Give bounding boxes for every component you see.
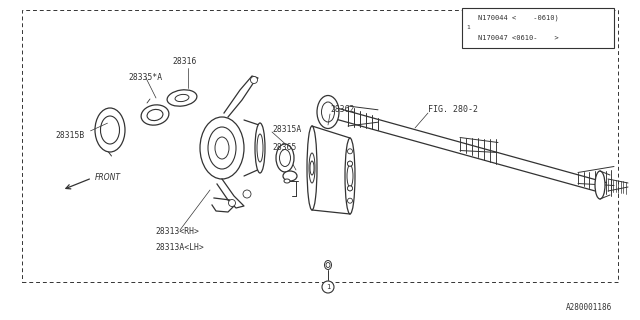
Ellipse shape: [310, 161, 314, 175]
Circle shape: [228, 199, 236, 206]
Circle shape: [348, 198, 353, 203]
Ellipse shape: [321, 102, 335, 122]
Ellipse shape: [255, 123, 265, 173]
Text: N170047 <0610-    >: N170047 <0610- >: [478, 35, 559, 41]
Ellipse shape: [175, 94, 189, 102]
Text: 28313A<LH>: 28313A<LH>: [155, 244, 204, 252]
Circle shape: [348, 161, 353, 166]
Ellipse shape: [280, 149, 291, 166]
Bar: [462, 8, 614, 48]
Ellipse shape: [141, 105, 169, 125]
Text: 1: 1: [467, 26, 470, 30]
Circle shape: [463, 22, 474, 34]
Ellipse shape: [309, 153, 315, 183]
Ellipse shape: [276, 144, 294, 172]
Circle shape: [348, 186, 353, 191]
Ellipse shape: [167, 90, 197, 106]
Bar: [22, 10, 618, 282]
Text: 28365: 28365: [272, 143, 296, 153]
Text: N170044 <    -0610): N170044 < -0610): [478, 15, 559, 21]
Text: 28313<RH>: 28313<RH>: [155, 228, 199, 236]
Ellipse shape: [595, 171, 605, 199]
Ellipse shape: [200, 117, 244, 179]
Circle shape: [348, 161, 353, 166]
Ellipse shape: [95, 108, 125, 152]
Circle shape: [322, 281, 334, 293]
Circle shape: [243, 190, 251, 198]
Ellipse shape: [147, 109, 163, 121]
Text: A280001186: A280001186: [566, 303, 612, 312]
Text: 28362: 28362: [330, 106, 355, 115]
Text: 28335*A: 28335*A: [128, 74, 162, 83]
Circle shape: [348, 149, 353, 154]
Text: 28315A: 28315A: [272, 125, 301, 134]
Ellipse shape: [345, 138, 355, 214]
Circle shape: [348, 186, 353, 191]
Text: FIG. 280-2: FIG. 280-2: [428, 106, 478, 115]
Ellipse shape: [215, 137, 229, 159]
Circle shape: [250, 76, 257, 84]
Ellipse shape: [347, 165, 353, 187]
Ellipse shape: [283, 171, 297, 181]
Text: FRONT: FRONT: [95, 173, 121, 182]
Ellipse shape: [284, 179, 290, 183]
Text: 1: 1: [326, 284, 330, 290]
Ellipse shape: [307, 126, 317, 210]
Ellipse shape: [324, 260, 332, 269]
Ellipse shape: [326, 262, 330, 268]
Ellipse shape: [208, 127, 236, 169]
Text: 28315B: 28315B: [55, 131, 84, 140]
Ellipse shape: [257, 134, 263, 162]
Text: 28316: 28316: [172, 58, 196, 67]
Ellipse shape: [100, 116, 120, 144]
Ellipse shape: [317, 95, 339, 129]
